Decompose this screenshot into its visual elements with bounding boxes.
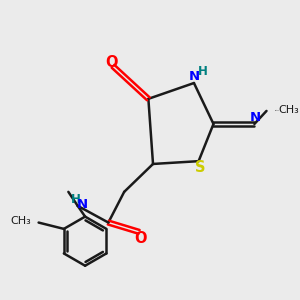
- Text: H: H: [70, 193, 80, 206]
- Text: methyl: methyl: [275, 110, 280, 111]
- Text: CH₃: CH₃: [278, 104, 299, 115]
- Text: O: O: [134, 230, 147, 245]
- Text: S: S: [195, 160, 205, 175]
- Text: O: O: [105, 56, 118, 70]
- Text: H: H: [197, 65, 207, 78]
- Text: CH₃: CH₃: [10, 216, 31, 226]
- Text: N: N: [250, 111, 261, 124]
- Text: N: N: [77, 198, 88, 211]
- Text: N: N: [189, 70, 200, 83]
